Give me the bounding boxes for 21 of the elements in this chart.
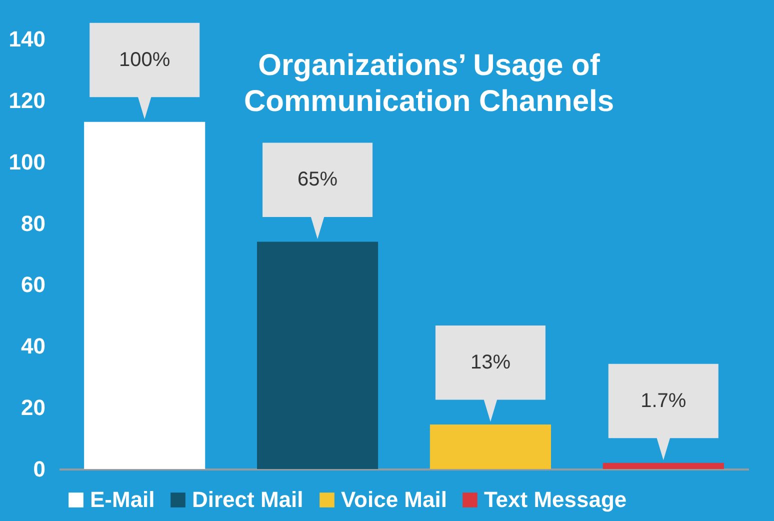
bar bbox=[84, 122, 206, 469]
y-tick-label: 80 bbox=[21, 210, 46, 236]
legend-label: Voice Mail bbox=[341, 487, 447, 512]
y-tick-label: 120 bbox=[8, 88, 46, 113]
legend-label: Direct Mail bbox=[192, 487, 304, 512]
legend-label: E-Mail bbox=[90, 487, 155, 512]
text: Organizations’ Usage of Communication Channels bbox=[244, 49, 614, 118]
annotation: 100% bbox=[119, 48, 170, 71]
y-tick-label: 140 bbox=[8, 26, 46, 52]
bar bbox=[257, 242, 378, 469]
y-tick-label: 20 bbox=[21, 395, 46, 420]
y-tick-label: 0 bbox=[33, 456, 46, 482]
legend-label: Text Message bbox=[484, 487, 627, 512]
bar bbox=[430, 424, 551, 469]
annotation: 65% bbox=[298, 168, 338, 191]
y-tick-label: 60 bbox=[21, 272, 46, 298]
y-tick-label: 40 bbox=[21, 334, 46, 359]
y-tick-label: 100 bbox=[8, 149, 46, 174]
bar bbox=[602, 462, 724, 469]
annotation: 13% bbox=[470, 351, 511, 374]
annotation: 1.7% bbox=[640, 390, 686, 412]
